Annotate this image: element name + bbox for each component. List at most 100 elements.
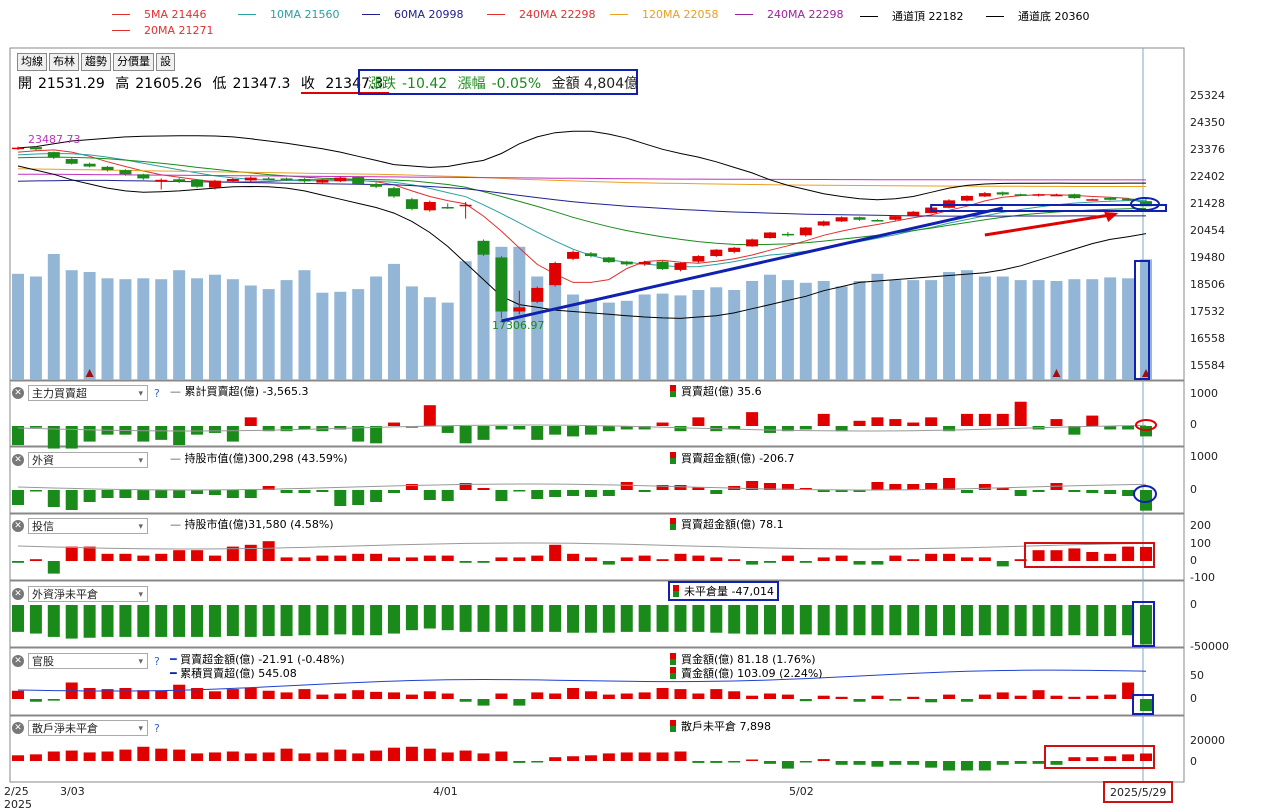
volume-bar xyxy=(352,289,365,380)
flow-bar xyxy=(907,422,920,426)
flow-bar xyxy=(441,752,454,761)
indicator-select[interactable]: 散戶淨未平倉 xyxy=(28,720,148,737)
left-info-text: 累計買賣超(億) -3,565.3 xyxy=(184,385,309,398)
candle-body xyxy=(960,195,973,201)
flow-bar xyxy=(1032,761,1045,764)
flow-bar xyxy=(173,490,186,498)
flow-bar xyxy=(65,546,78,561)
volume-bar xyxy=(477,249,490,380)
flow-bar xyxy=(29,605,42,634)
tab-volume-profile[interactable]: 分價量 xyxy=(113,53,154,71)
flow-bar xyxy=(226,605,239,637)
tab-trend[interactable]: 趨勢 xyxy=(81,53,111,71)
flow-bar xyxy=(1140,753,1152,761)
flow-bar xyxy=(334,749,347,761)
right-info-text: 未平倉量 -47,014 xyxy=(684,585,774,598)
volume-bar xyxy=(137,278,150,380)
indicator-select[interactable]: 官股 xyxy=(28,653,148,670)
volume-bar xyxy=(1068,279,1081,380)
candle-body xyxy=(549,262,562,286)
flow-bar xyxy=(567,426,580,437)
flow-bar xyxy=(1104,756,1117,761)
legend-swatch xyxy=(986,16,1004,17)
flow-bar xyxy=(764,483,776,490)
panel-frame xyxy=(9,647,1185,716)
flow-bar xyxy=(262,605,275,637)
subpanel-right-info: 買賣超(億) 35.6 xyxy=(670,383,762,399)
flow-bar xyxy=(244,544,257,561)
legend-item: 通道底 20360 xyxy=(986,8,1090,24)
subpanel-right-info: 買賣超金額(億) 78.1 xyxy=(670,516,784,532)
candle-body xyxy=(101,166,114,171)
flow-bar xyxy=(334,605,347,635)
help-icon[interactable]: ? xyxy=(154,654,160,668)
flow-bar xyxy=(405,484,418,490)
flow-bar xyxy=(549,693,562,699)
volume-bar xyxy=(1014,280,1027,380)
amount-value: 4,804億 xyxy=(584,76,639,92)
flow-bar xyxy=(244,490,257,498)
flow-bar xyxy=(674,553,687,561)
flow-bar xyxy=(710,605,723,633)
flow-bar xyxy=(423,748,436,761)
help-icon[interactable]: ? xyxy=(154,721,160,735)
volume-highlight xyxy=(1134,260,1150,380)
legend-swatch xyxy=(362,14,380,15)
flow-bar xyxy=(1014,605,1027,637)
tab-bollinger[interactable]: 布林 xyxy=(49,53,79,71)
indicator-select[interactable]: 主力買賣超 xyxy=(28,385,148,402)
indicator-select[interactable]: 外資淨未平倉 xyxy=(28,586,148,603)
subpanel-header: ✕ 官股? xyxy=(12,653,160,670)
ma-line xyxy=(17,168,1146,187)
flow-bar xyxy=(352,553,365,561)
close-icon[interactable]: ✕ xyxy=(12,588,24,600)
close-icon[interactable]: ✕ xyxy=(12,387,24,399)
flow-bar xyxy=(119,553,132,561)
flow-bar xyxy=(781,761,794,769)
ma-line xyxy=(17,149,1147,283)
flow-bar xyxy=(638,752,651,761)
y-tick-label: 0 xyxy=(1190,692,1197,705)
flow-bar xyxy=(549,490,562,497)
flow-bar xyxy=(83,752,96,761)
indicator-select[interactable]: 外資 xyxy=(28,452,148,469)
close-icon[interactable]: ✕ xyxy=(12,655,24,667)
close-icon[interactable]: ✕ xyxy=(12,454,24,466)
flow-bar xyxy=(1086,605,1099,637)
flow-bar xyxy=(316,605,329,636)
legend-swatch xyxy=(860,16,878,17)
flow-bar xyxy=(244,605,257,637)
indicator-select[interactable]: 投信 xyxy=(28,518,148,535)
tab-ma[interactable]: 均線 xyxy=(17,53,47,71)
candle-body xyxy=(853,217,866,220)
close-icon[interactable]: ✕ xyxy=(12,520,24,532)
flow-bar xyxy=(996,692,1009,699)
flow-bar xyxy=(602,605,615,633)
oi-highlight xyxy=(1132,601,1155,647)
legend-item: 120MA 22058 xyxy=(610,8,719,21)
flow-bar xyxy=(889,605,902,636)
volume-bar xyxy=(960,270,973,380)
flow-bar xyxy=(191,605,204,637)
close-icon[interactable]: ✕ xyxy=(12,722,24,734)
volume-bar xyxy=(710,287,723,380)
tab-settings[interactable]: 設 xyxy=(156,53,175,71)
volume-bar xyxy=(692,290,705,380)
flow-bar xyxy=(495,557,508,561)
candle-body xyxy=(29,147,42,150)
flow-bar xyxy=(1032,490,1045,492)
flow-bar xyxy=(155,605,168,637)
panel-frame xyxy=(9,380,1185,447)
flow-bar xyxy=(47,426,60,449)
help-icon[interactable]: ? xyxy=(154,386,160,400)
volume-bar xyxy=(388,263,400,380)
flow-bar xyxy=(29,559,42,561)
candle-body xyxy=(388,188,400,197)
close-value: 21347.3 xyxy=(325,76,384,92)
flow-bar xyxy=(781,605,794,635)
y-tick-label: 18506 xyxy=(1190,278,1225,291)
flow-bar xyxy=(513,426,526,430)
gov-highlight xyxy=(1132,694,1154,715)
flow-bar xyxy=(370,605,383,636)
flow-bar xyxy=(1104,694,1117,699)
